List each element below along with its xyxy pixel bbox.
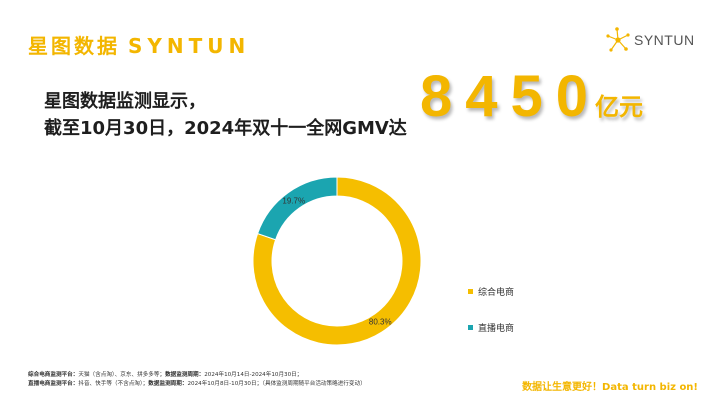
brand-title: 星图数据 SYNTUN xyxy=(28,30,250,59)
legend-item-2: 直播电商 xyxy=(468,321,514,334)
headline-line-1: 星图数据监测显示， xyxy=(44,91,206,112)
syntun-logo: SYNTUN xyxy=(604,26,696,54)
legend-swatch-1 xyxy=(468,289,473,294)
gmv-unit: 亿元 xyxy=(595,93,643,121)
footnote-line-2: 直播电商监测平台：抖音、快手等（不含点淘）；数据监测周期：2024年10月8日-… xyxy=(28,380,366,389)
headline-line-2: 截至10月30日，2024年双十一全网GMV达 xyxy=(44,118,407,139)
syntun-star-nodes-icon xyxy=(606,27,630,52)
footnote-line-2-label: 直播电商监测平台： xyxy=(28,381,79,387)
donut-slice-2 xyxy=(256,176,338,241)
slogan: 数据让生意更好！Data turn biz on! xyxy=(522,382,698,393)
legend-item-1: 综合电商 xyxy=(468,285,514,298)
footnote-line-1: 综合电商监测平台：天猫（含点淘）、京东、拼多多等；数据监测周期：2024年10月… xyxy=(28,371,366,380)
headline: 星图数据监测显示， 截至10月30日，2024年双十一全网GMV达 xyxy=(44,88,407,142)
footnote-line-1-text: 天猫（含点淘）、京东、拼多多等； xyxy=(78,372,166,378)
legend-label-2: 直播电商 xyxy=(478,324,515,334)
footnote-line-1-label: 综合电商监测平台： xyxy=(28,372,79,378)
brand-title-en: SYNTUN xyxy=(128,34,251,58)
footnote-line-2-period-label: 数据监测周期： xyxy=(148,381,188,387)
footnote-line-1-period-label: 数据监测周期： xyxy=(165,372,205,378)
legend-label-1: 综合电商 xyxy=(478,288,515,298)
footnote-line-2-text: 抖音、快手等（不含点淘）； xyxy=(78,381,149,387)
donut-slice-1 xyxy=(252,176,422,346)
footnote-line-2-period: 2024年10月8日-10月30日；（具体监测周期随平台活动策略进行变动） xyxy=(187,381,366,387)
brand-title-cn: 星图数据 xyxy=(28,34,120,58)
donut-slice-label-2: 19.7% xyxy=(282,196,305,205)
footnote: 综合电商监测平台：天猫（含点淘）、京东、拼多多等；数据监测周期：2024年10月… xyxy=(28,371,366,389)
logo-text: SYNTUN xyxy=(634,32,695,48)
gmv-value: 8450 xyxy=(420,64,602,129)
donut-slice-label-1: 80.3% xyxy=(369,318,392,327)
footnote-line-1-period: 2024年10月14日-2024年10月30日； xyxy=(204,372,303,378)
legend-swatch-2 xyxy=(468,325,473,330)
